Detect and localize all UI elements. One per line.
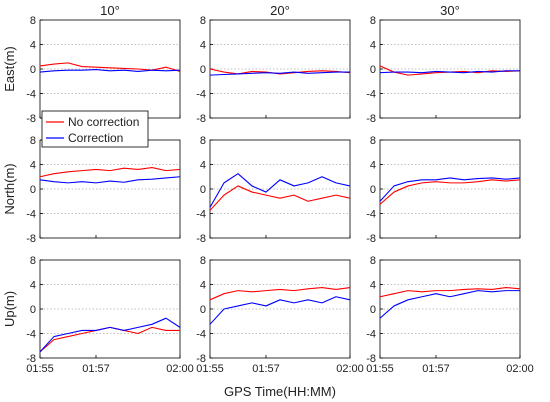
series-line-correction-north-m-30deg — [379, 177, 521, 202]
chart-labels: 10° 20° 30° East(m) North(m) Up(m) 8 4 0 -4 -8 8 4 0 -… — [2, 3, 534, 399]
y-tick-label-north-m-10deg-8: 8 — [30, 135, 36, 147]
y-axis-label-up-m: Up(m) — [2, 291, 17, 327]
y-tick-label-north-m-20deg-8: 8 — [200, 135, 206, 147]
x-tick-label-30deg-02-00: 02:00 — [506, 363, 534, 375]
legend: No correction Correction — [41, 110, 149, 148]
series-line-correction-up-m-30deg — [379, 290, 520, 319]
series-line-correction-east-m-10deg — [39, 69, 181, 73]
y-tick-label-east-m-10deg-4: 4 — [30, 40, 36, 52]
series-line-no-correction-east-m-20deg — [209, 68, 351, 75]
legend-label-correction: Correction — [68, 131, 123, 145]
legend-box — [41, 110, 149, 148]
column-title-10deg: 10° — [100, 3, 120, 18]
y-tick-label-north-m-30deg-4: -4 — [366, 209, 376, 221]
series-line-correction-up-m-10deg — [39, 317, 181, 353]
series-line-no-correction-north-m-30deg — [379, 179, 521, 205]
y-tick-label-east-m-20deg-4: -4 — [196, 89, 206, 101]
y-tick-label-north-m-10deg-0: 0 — [30, 184, 36, 196]
y-axis-label-east-m: East(m) — [2, 46, 17, 92]
y-tick-label-east-m-20deg-8: 8 — [200, 15, 206, 27]
series-line-no-correction-up-m-20deg — [209, 287, 351, 301]
series-line-correction-east-m-20deg — [209, 71, 350, 76]
y-tick-label-east-m-20deg-0: 0 — [200, 64, 206, 76]
y-tick-label-up-m-20deg-4: -4 — [196, 329, 206, 341]
series-line-no-correction-east-m-30deg — [379, 65, 521, 76]
x-axis-label: GPS Time(HH:MM) — [224, 384, 336, 399]
y-tick-label-up-m-10deg-8: -8 — [26, 353, 36, 365]
series-line-correction-north-m-20deg — [209, 173, 351, 208]
y-tick-label-up-m-10deg-4: 4 — [30, 280, 36, 292]
y-tick-label-north-m-10deg-4: 4 — [30, 160, 36, 172]
y-tick-label-up-m-30deg-8: 8 — [370, 255, 376, 267]
x-tick-label-10deg-02-00: 02:00 — [166, 363, 194, 375]
y-tick-label-north-m-30deg-4: 4 — [370, 160, 376, 172]
y-tick-label-north-m-10deg-4: -4 — [26, 209, 36, 221]
series-line-correction-up-m-20deg — [209, 296, 351, 325]
y-tick-label-up-m-20deg-8: 8 — [200, 255, 206, 267]
y-tick-label-up-m-30deg-0: 0 — [370, 304, 376, 316]
y-tick-label-north-m-20deg-8: -8 — [196, 233, 206, 245]
y-tick-label-north-m-30deg-8: -8 — [366, 233, 376, 245]
y-tick-label-east-m-30deg-0: 0 — [370, 64, 376, 76]
y-tick-label-east-m-30deg-4: 4 — [370, 40, 376, 52]
series-line-no-correction-north-m-10deg — [39, 167, 181, 178]
x-tick-label-20deg-01-57: 01:57 — [252, 363, 280, 375]
chart-marks — [39, 62, 521, 353]
y-tick-label-up-m-30deg-4: -4 — [366, 329, 376, 341]
y-tick-label-east-m-10deg-8: -8 — [26, 113, 36, 125]
y-tick-label-east-m-30deg-8: 8 — [370, 15, 376, 27]
y-tick-label-north-m-30deg-0: 0 — [370, 184, 376, 196]
x-tick-label-10deg-01-57: 01:57 — [82, 363, 110, 375]
y-tick-label-north-m-20deg-0: 0 — [200, 184, 206, 196]
y-tick-label-up-m-20deg-4: 4 — [200, 280, 206, 292]
y-tick-label-east-m-10deg-8: 8 — [30, 15, 36, 27]
y-axis-label-north-m: North(m) — [2, 163, 17, 214]
x-tick-label-30deg-01-55: 01:55 — [366, 363, 394, 375]
series-line-no-correction-up-m-10deg — [39, 326, 180, 353]
legend-label-no-correction: No correction — [68, 115, 139, 129]
column-title-30deg: 30° — [440, 3, 460, 18]
y-tick-label-up-m-10deg-0: 0 — [30, 304, 36, 316]
x-tick-label-30deg-01-57: 01:57 — [422, 363, 450, 375]
y-tick-label-east-m-30deg-8: -8 — [366, 113, 376, 125]
series-line-correction-north-m-10deg — [39, 176, 181, 184]
y-tick-label-north-m-30deg-8: 8 — [370, 135, 376, 147]
y-tick-label-east-m-30deg-4: -4 — [366, 89, 376, 101]
y-tick-label-up-m-30deg-8: -8 — [366, 353, 376, 365]
y-tick-label-east-m-20deg-8: -8 — [196, 113, 206, 125]
x-tick-label-10deg-01-55: 01:55 — [26, 363, 54, 375]
y-tick-label-east-m-20deg-4: 4 — [200, 40, 206, 52]
series-line-correction-east-m-30deg — [379, 70, 520, 74]
y-tick-label-up-m-10deg-4: -4 — [26, 329, 36, 341]
y-tick-label-up-m-10deg-8: 8 — [30, 255, 36, 267]
series-line-no-correction-north-m-20deg — [209, 185, 351, 211]
y-tick-label-north-m-20deg-4: 4 — [200, 160, 206, 172]
y-tick-label-east-m-10deg-4: -4 — [26, 89, 36, 101]
y-tick-label-north-m-10deg-8: -8 — [26, 233, 36, 245]
x-tick-label-20deg-02-00: 02:00 — [336, 363, 364, 375]
y-tick-label-up-m-20deg-0: 0 — [200, 304, 206, 316]
x-tick-label-20deg-01-55: 01:55 — [196, 363, 224, 375]
y-tick-label-up-m-30deg-4: 4 — [370, 280, 376, 292]
series-line-no-correction-up-m-30deg — [379, 287, 521, 298]
series-line-no-correction-east-m-10deg — [39, 62, 181, 72]
column-title-20deg: 20° — [270, 3, 290, 18]
y-tick-label-east-m-10deg-0: 0 — [30, 64, 36, 76]
y-tick-label-north-m-20deg-4: -4 — [196, 209, 206, 221]
y-tick-label-up-m-20deg-8: -8 — [196, 353, 206, 365]
